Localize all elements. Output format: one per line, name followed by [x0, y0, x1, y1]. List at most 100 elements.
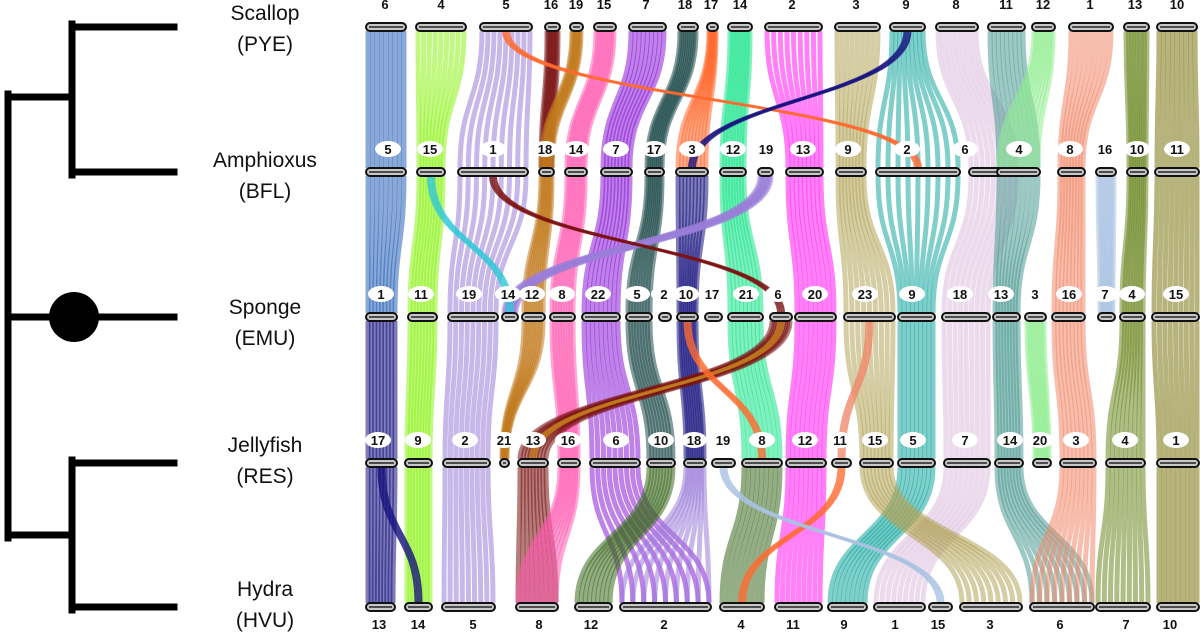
chromosome-label: 19: [569, 0, 583, 12]
synteny-ribbon: [526, 31, 530, 168]
synteny-ribbon: [1159, 176, 1162, 313]
chromosome-label: 2: [660, 617, 667, 630]
chromosome-label: 12: [584, 617, 598, 630]
chromosome-label: 2: [788, 0, 795, 12]
chromosome-label: 10: [1170, 0, 1184, 12]
chromosome-label: 15: [597, 0, 611, 12]
species-label-scallop: Scallop (PYE): [190, 0, 340, 60]
chromosome-label: 5: [633, 287, 640, 302]
chromosome-label: 10: [1163, 617, 1177, 630]
species-code: (RES): [190, 461, 340, 492]
chromosome-label: 23: [858, 287, 872, 302]
chromosome-label: 15: [1169, 287, 1183, 302]
chromosome-label: 21: [497, 433, 511, 448]
chromosome-label: 8: [558, 287, 565, 302]
chromosome-label: 8: [535, 617, 542, 630]
synteny-ribbon: [1157, 31, 1159, 168]
species-code: (HVU): [190, 605, 340, 636]
synteny-ribbon: [467, 467, 469, 603]
chromosome-label: 2: [461, 433, 468, 448]
species-name: Amphioxus: [190, 145, 340, 176]
chromosome-label: 2: [903, 142, 910, 157]
chromosome-label: 3: [852, 0, 859, 12]
chromosome-label: 6: [774, 287, 781, 302]
chromosome-label: 19: [716, 433, 730, 448]
synteny-ribbon: [1192, 321, 1193, 459]
chromosome-label: 2: [660, 287, 667, 302]
chromosome-label: 1: [1172, 433, 1179, 448]
chromosome-label: 16: [544, 0, 558, 12]
chromosome-label: 18: [953, 287, 967, 302]
synteny-ribbon: [950, 321, 952, 459]
chromosome-label: 6: [1056, 617, 1063, 630]
chromosome-label: 8: [758, 433, 765, 448]
chromosome-label: 18: [678, 0, 692, 12]
species-name: Jellyfish: [190, 430, 340, 461]
chromosome-label: 14: [569, 142, 584, 157]
chromosome-label: 6: [961, 142, 968, 157]
synteny-ribbon: [1092, 467, 1094, 603]
chromosome-label: 13: [796, 142, 810, 157]
chromosome-label: 9: [844, 142, 851, 157]
chromosome-label: 9: [840, 617, 847, 630]
chromosome-label: 6: [612, 433, 619, 448]
chromosome-label: 11: [833, 433, 847, 448]
species-label-sponge: Sponge (EMU): [190, 292, 340, 354]
chromosome-label: 16: [1098, 142, 1112, 157]
chromosome-label: 5: [384, 142, 391, 157]
chromosome-label: 11: [414, 287, 428, 302]
chromosome-label: 10: [679, 287, 693, 302]
chromosome-label: 15: [868, 433, 882, 448]
species-name: Scallop: [190, 0, 340, 29]
synteny-ribbon: [1191, 31, 1193, 168]
chromosome-label: 9: [414, 433, 421, 448]
chromosome-label: 8: [952, 0, 959, 12]
chromosome-label: 7: [1122, 617, 1129, 630]
chromosome-label: 11: [999, 0, 1013, 12]
chromosome-label: 12: [726, 142, 740, 157]
synteny-ribbon: [1123, 467, 1126, 603]
chromosome-label: 3: [986, 617, 993, 630]
chromosome-label: 14: [411, 617, 426, 630]
synteny-ribbon: [820, 31, 821, 168]
synteny-ribbon: [444, 467, 445, 603]
chromosome-label: 7: [612, 142, 619, 157]
chromosome-label: 4: [1121, 433, 1129, 448]
synteny-ribbon: [393, 467, 395, 603]
chromosome-label: 13: [372, 617, 386, 630]
chromosome-label: 3: [688, 142, 695, 157]
species-name: Sponge: [190, 292, 340, 323]
chromosome-label: 4: [1128, 287, 1136, 302]
chromosome-label: 1: [1086, 0, 1093, 12]
chromosome-label: 16: [1062, 287, 1076, 302]
synteny-ribbon: [456, 467, 457, 603]
chromosome-label: 21: [739, 287, 753, 302]
chromosome-label: 10: [654, 433, 668, 448]
species-code: (BFL): [190, 176, 340, 207]
synteny-ribbon: [1134, 467, 1135, 603]
chromosome-label: 14: [501, 287, 516, 302]
chromosome-label: 12: [525, 287, 539, 302]
synteny-ribbon: [944, 321, 946, 459]
chromosome-label: 17: [371, 433, 385, 448]
synteny-ribbon: [891, 321, 893, 459]
chromosome-label: 20: [808, 287, 822, 302]
synteny-ribbon: [1162, 31, 1164, 168]
chromosome-label: 11: [1170, 142, 1184, 157]
chromosome-label: 12: [798, 433, 812, 448]
phylogenetic-tree: [8, 24, 174, 610]
species-label-jellyfish: Jellyfish (RES): [190, 430, 340, 492]
chromosome-label: 8: [1066, 142, 1073, 157]
synteny-ribbon: [1129, 467, 1130, 603]
chromosome-label: 6: [381, 0, 388, 12]
chromosome-label: 12: [1036, 0, 1050, 12]
chromosome-label: 3: [1031, 287, 1038, 302]
synteny-ribbon: [1195, 31, 1197, 168]
synteny-ribbon: [472, 467, 475, 603]
synteny-ribbon: [477, 467, 481, 603]
chromosome-label: 18: [538, 142, 552, 157]
chromosome-label: 19: [759, 142, 773, 157]
synteny-ribbon: [461, 467, 462, 603]
chromosome-label: 7: [1101, 287, 1108, 302]
